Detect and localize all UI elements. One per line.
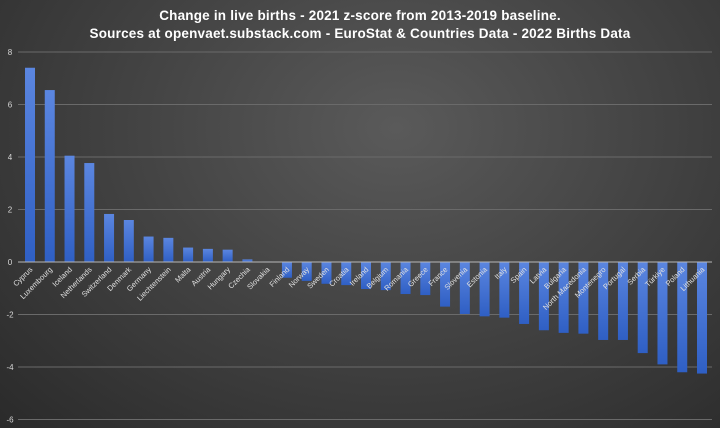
bar	[84, 163, 95, 262]
y-tick-label: -2	[6, 311, 14, 320]
bar	[321, 262, 332, 284]
y-tick-label: 8	[8, 48, 13, 57]
bar	[697, 262, 707, 374]
bar	[617, 262, 628, 340]
y-tick-label: 4	[8, 153, 13, 162]
bar	[123, 220, 134, 262]
bar	[341, 262, 352, 286]
bar	[281, 262, 292, 278]
bar	[222, 249, 233, 262]
bar	[44, 90, 55, 262]
bar	[637, 262, 648, 354]
y-tick-label: -6	[6, 416, 14, 425]
bar	[361, 262, 371, 290]
bar	[479, 262, 490, 317]
bar	[598, 262, 609, 340]
bar	[380, 262, 391, 291]
bar	[499, 262, 510, 318]
bar	[519, 262, 530, 324]
bar	[558, 262, 569, 333]
bar	[25, 67, 35, 262]
chart-subtitle: Sources at openvaet.substack.com - EuroS…	[89, 26, 631, 41]
bar	[143, 236, 154, 262]
bar	[538, 262, 549, 331]
y-tick-label: 0	[8, 258, 13, 267]
bar	[440, 262, 451, 307]
y-tick-label: -4	[6, 363, 14, 372]
bar	[242, 259, 253, 262]
bar	[183, 247, 194, 262]
bar	[64, 155, 75, 262]
chart-title: Change in live births - 2021 z-score fro…	[159, 8, 561, 23]
x-tick-label: Slovakia	[245, 264, 272, 291]
bar	[400, 262, 411, 295]
bar	[163, 237, 174, 262]
bar	[202, 248, 213, 262]
bar	[420, 262, 431, 296]
bar	[657, 262, 668, 365]
y-tick-label: 6	[8, 101, 13, 110]
bar	[677, 262, 688, 373]
y-tick-label: 2	[8, 206, 13, 215]
bar	[301, 262, 312, 281]
bar	[459, 262, 470, 314]
bar	[578, 262, 589, 334]
bar	[104, 213, 115, 262]
